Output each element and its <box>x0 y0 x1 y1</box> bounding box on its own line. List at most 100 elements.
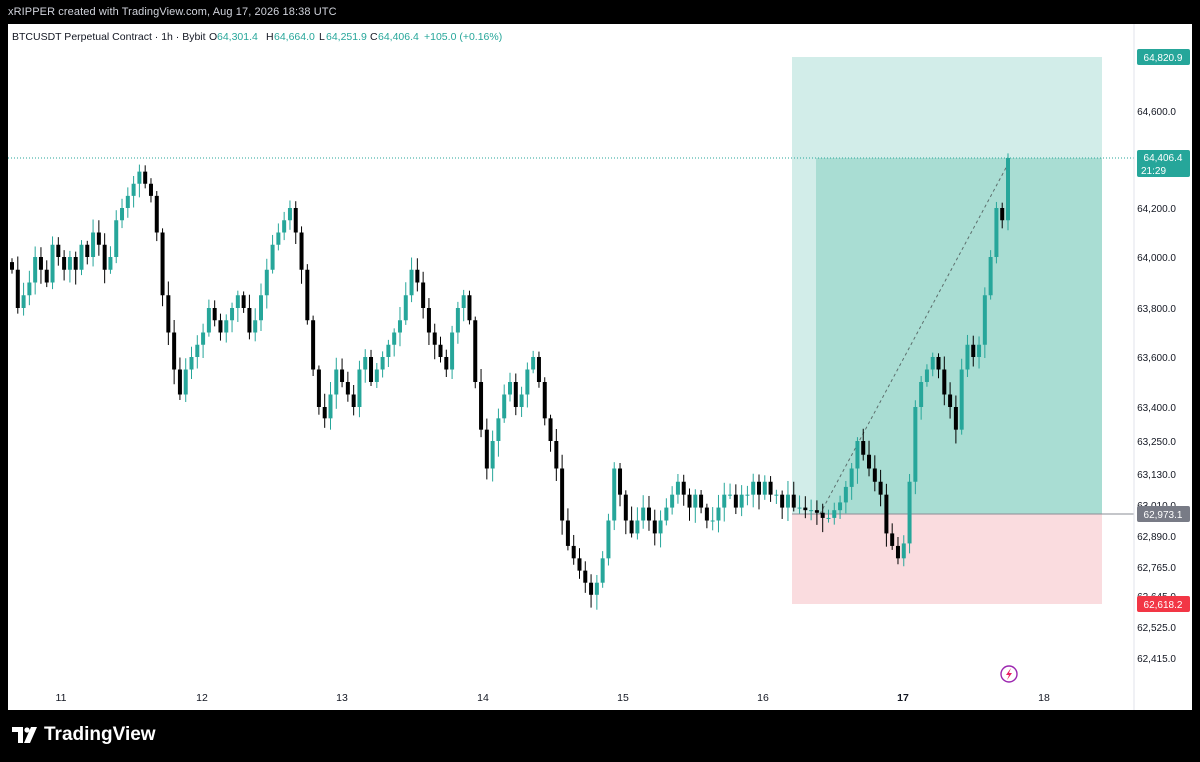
candle-body[interactable] <box>1006 157 1010 221</box>
candle-body[interactable] <box>745 494 750 496</box>
candle-body[interactable] <box>913 407 918 482</box>
candle-body[interactable] <box>785 494 790 508</box>
candle-body[interactable] <box>62 257 67 270</box>
time-axis[interactable]: 11 12 13 14 15 16 17 18 <box>56 692 1050 704</box>
candle-body[interactable] <box>774 494 779 496</box>
candle-body[interactable] <box>293 208 298 233</box>
candle-body[interactable] <box>340 369 345 383</box>
candle-body[interactable] <box>838 502 843 511</box>
profit-zone-upper[interactable] <box>792 57 1102 158</box>
candle-body[interactable] <box>849 468 854 487</box>
candle-body[interactable] <box>959 369 964 430</box>
candle-body[interactable] <box>733 494 738 508</box>
candle-body[interactable] <box>403 295 408 321</box>
candle-body[interactable] <box>930 357 935 370</box>
candle-body[interactable] <box>994 208 999 257</box>
candle-body[interactable] <box>843 486 848 503</box>
candle-body[interactable] <box>646 507 651 521</box>
candle-body[interactable] <box>895 545 900 559</box>
candle-body[interactable] <box>826 517 831 519</box>
candle-body[interactable] <box>884 494 889 534</box>
candle-body[interactable] <box>15 269 20 308</box>
candle-body[interactable] <box>919 382 924 407</box>
chart-frame[interactable]: BTCUSDT Perpetual Contract · 1h · Bybit … <box>8 24 1192 710</box>
tradingview-logo[interactable]: TradingView <box>12 724 156 746</box>
candle-body[interactable] <box>380 357 385 370</box>
candle-body[interactable] <box>728 494 733 496</box>
candle-body[interactable] <box>67 257 72 270</box>
candle-body[interactable] <box>287 208 292 221</box>
candle-body[interactable] <box>670 494 675 508</box>
candle-body[interactable] <box>594 582 599 595</box>
candle-body[interactable] <box>739 494 744 508</box>
candle-body[interactable] <box>305 269 310 321</box>
candle-body[interactable] <box>270 244 275 270</box>
candle-body[interactable] <box>936 357 941 370</box>
candle-body[interactable] <box>148 183 153 196</box>
candle-body[interactable] <box>878 481 883 495</box>
candle-body[interactable] <box>1000 208 1005 221</box>
candle-body[interactable] <box>450 332 455 370</box>
candle-body[interactable] <box>982 295 987 345</box>
candle-body[interactable] <box>444 357 449 370</box>
candle-body[interactable] <box>172 332 177 370</box>
candle-body[interactable] <box>484 429 489 469</box>
candle-body[interactable] <box>143 171 148 184</box>
candle-body[interactable] <box>965 344 970 370</box>
candle-body[interactable] <box>189 357 194 370</box>
candle-body[interactable] <box>635 520 640 534</box>
candle-body[interactable] <box>710 520 715 522</box>
candle-body[interactable] <box>479 382 484 430</box>
candle-body[interactable] <box>85 244 90 257</box>
candle-body[interactable] <box>44 269 49 283</box>
candle-body[interactable] <box>33 257 38 283</box>
candle-body[interactable] <box>50 244 55 283</box>
candle-body[interactable] <box>716 507 721 521</box>
candle-body[interactable] <box>971 344 976 357</box>
candle-body[interactable] <box>542 382 547 419</box>
candle-body[interactable] <box>461 295 466 308</box>
price-chart[interactable]: BTCUSDT Perpetual Contract · 1h · Bybit … <box>8 24 1192 710</box>
candle-body[interactable] <box>988 257 993 296</box>
candle-body[interactable] <box>536 357 541 382</box>
candle-body[interactable] <box>623 494 628 521</box>
candle-body[interactable] <box>704 507 709 521</box>
candle-body[interactable] <box>560 468 565 521</box>
candle-body[interactable] <box>571 545 576 559</box>
candle-body[interactable] <box>415 269 420 283</box>
candle-body[interactable] <box>131 183 136 196</box>
candle-body[interactable] <box>652 520 657 534</box>
candle-body[interactable] <box>195 344 200 357</box>
candle-body[interactable] <box>809 510 814 512</box>
candle-body[interactable] <box>230 308 235 321</box>
candle-body[interactable] <box>531 357 536 370</box>
candle-body[interactable] <box>780 494 785 508</box>
candle-body[interactable] <box>502 394 507 419</box>
candle-body[interactable] <box>953 407 958 430</box>
candle-body[interactable] <box>467 295 472 321</box>
candle-body[interactable] <box>583 570 588 583</box>
candle-body[interactable] <box>942 369 947 395</box>
candle-body[interactable] <box>797 507 802 509</box>
candle-body[interactable] <box>160 232 165 296</box>
candle-body[interactable] <box>490 441 495 469</box>
candle-body[interactable] <box>322 407 327 419</box>
candle-body[interactable] <box>867 454 872 469</box>
candle-body[interactable] <box>27 282 32 296</box>
candle-body[interactable] <box>282 220 287 233</box>
candle-body[interactable] <box>722 494 727 508</box>
candle-body[interactable] <box>508 382 512 395</box>
candle-body[interactable] <box>374 369 379 383</box>
lightning-icon[interactable] <box>1000 665 1018 683</box>
candle-body[interactable] <box>426 308 431 333</box>
candle-body[interactable] <box>658 520 663 534</box>
candle-body[interactable] <box>855 441 860 469</box>
candle-body[interactable] <box>687 494 692 508</box>
candle-body[interactable] <box>820 512 825 518</box>
candle-body[interactable] <box>386 344 391 357</box>
candle-body[interactable] <box>316 369 321 408</box>
candle-body[interactable] <box>345 382 350 395</box>
candle-body[interactable] <box>166 295 171 333</box>
candle-body[interactable] <box>206 308 211 333</box>
candle-body[interactable] <box>114 220 119 257</box>
